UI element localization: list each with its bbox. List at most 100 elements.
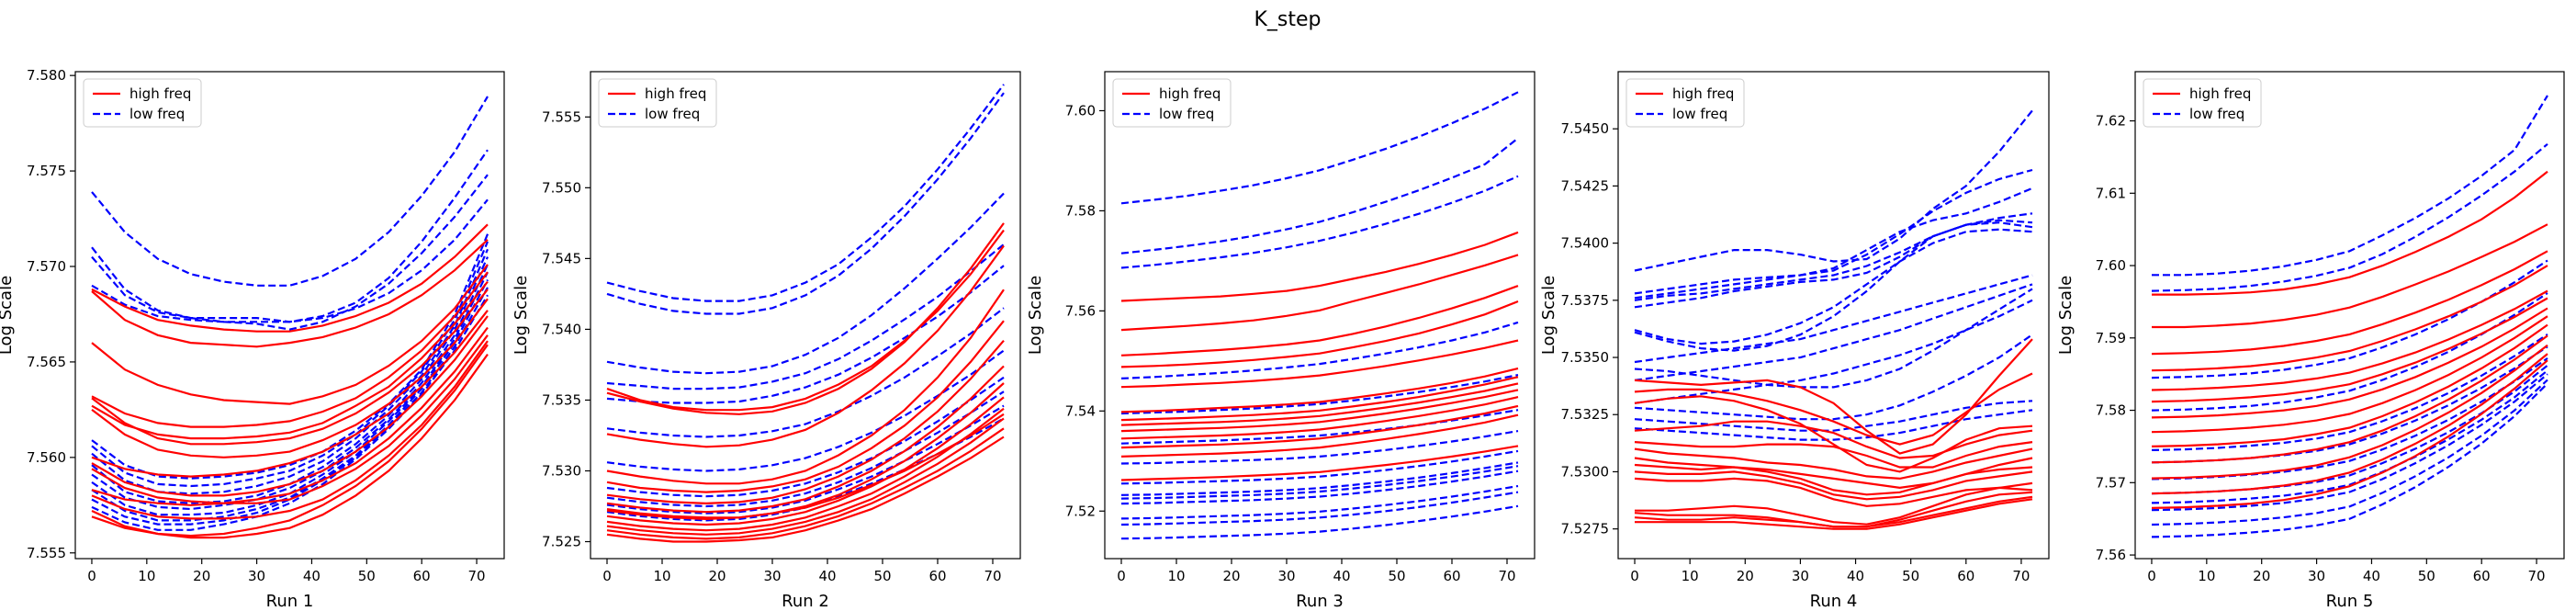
high-freq-line-13 (1120, 445, 1519, 481)
high-freq-line-1 (2152, 170, 2548, 296)
high-freq-line-9 (91, 315, 489, 497)
x-tick-label: 10 (653, 568, 670, 584)
high-freq-line-10 (1120, 396, 1519, 440)
low-freq-line-9 (91, 264, 489, 511)
x-tick-label: 70 (2528, 568, 2546, 584)
high-freq-line-3 (91, 264, 489, 405)
high-freq-line-4 (606, 289, 1005, 485)
high-freq-line-4 (1120, 300, 1519, 368)
x-tick-label: 60 (413, 568, 431, 584)
high-freq-line-9 (606, 396, 1005, 526)
x-tick-label: 20 (708, 568, 726, 584)
high-freq-line-2 (1634, 372, 2033, 446)
low-freq-line-6 (2151, 345, 2548, 464)
low-freq-line-8 (1120, 449, 1519, 485)
high-freq-line-5 (606, 320, 1005, 493)
x-tick-label: 40 (1847, 568, 1864, 584)
x-tick-label: 30 (248, 568, 265, 584)
axes-frame (74, 71, 505, 560)
high-freq-line-2 (1120, 254, 1519, 332)
x-tick-label: 50 (873, 568, 891, 584)
low-freq-line-8 (606, 376, 1005, 498)
series-lines (91, 96, 489, 539)
high-freq-line-2 (606, 229, 1005, 412)
high-freq-line-1 (91, 223, 489, 333)
y-tick-label: 7.54 (1065, 402, 1096, 419)
low-freq-line-4 (1120, 321, 1519, 379)
high-freq-line-8 (2151, 315, 2548, 434)
y-axis-label: Log Scale (1539, 276, 1558, 355)
y-tick-label: 7.535 (542, 391, 581, 408)
low-freq-line-5 (2151, 333, 2548, 451)
y-axis-label: Log Scale (512, 276, 531, 355)
x-tick-label: 70 (2012, 568, 2030, 584)
low-freq-line-13 (1634, 400, 2033, 432)
x-axis-label: Run 3 (1296, 592, 1344, 611)
x-tick-label: 70 (984, 568, 1001, 584)
low-freq-line-9 (1634, 283, 2033, 381)
x-tick-label: 40 (2363, 568, 2380, 584)
x-tick-label: 20 (1222, 568, 1240, 584)
axes-frame (590, 71, 1021, 560)
y-tick-label: 7.5375 (1561, 292, 1610, 309)
low-freq-line-13 (91, 294, 489, 531)
y-tick-label: 7.58 (2096, 402, 2126, 419)
x-tick-label: 30 (1277, 568, 1295, 584)
x-tick-label: 50 (358, 568, 376, 584)
x-tick-label: 0 (87, 568, 96, 584)
y-axis-label: Log Scale (0, 276, 16, 355)
high-freq-line-11 (606, 417, 1005, 536)
y-tick-label: 7.61 (2096, 185, 2126, 201)
low-freq-line-14 (1634, 409, 2033, 441)
y-tick-label: 7.570 (27, 258, 66, 275)
y-tick-label: 7.56 (1065, 302, 1096, 319)
y-tick-label: 7.540 (542, 321, 581, 337)
y-tick-label: 7.555 (542, 108, 581, 125)
high-freq-line-3 (1634, 395, 2033, 473)
high-freq-line-12 (1120, 413, 1519, 458)
low-freq-line-10 (606, 404, 1005, 515)
x-tick-label: 20 (193, 568, 210, 584)
x-tick-label: 0 (1630, 568, 1639, 584)
high-freq-line-11 (1635, 481, 2033, 526)
high-freq-line-10 (606, 407, 1005, 532)
x-tick-label: 0 (1117, 568, 1126, 584)
high-freq-line-8 (606, 382, 1005, 521)
high-freq-line-10 (91, 326, 489, 506)
low-freq-line-9 (2151, 369, 2548, 504)
x-tick-label: 40 (303, 568, 321, 584)
axes-frame (2134, 71, 2565, 560)
low-freq-line-1 (91, 96, 489, 287)
legend-box (1112, 78, 1232, 128)
high-freq-line-5 (1120, 339, 1519, 389)
legend-low-label: low freq (1159, 106, 1214, 122)
low-freq-line-1 (1120, 91, 1519, 205)
series-lines (2151, 95, 2548, 538)
low-freq-line-4 (1634, 212, 2033, 301)
low-freq-line-5 (606, 265, 1005, 404)
legend-box (598, 78, 717, 128)
low-freq-line-9 (1120, 461, 1519, 496)
y-tick-label: 7.58 (1065, 202, 1096, 219)
high-freq-line-3 (606, 244, 1005, 448)
high-freq-line-8 (91, 310, 489, 478)
high-freq-line-7 (1120, 376, 1519, 422)
legend-low-label: low freq (2189, 106, 2244, 122)
low-freq-line-11 (91, 278, 489, 522)
y-tick-label: 7.5400 (1561, 235, 1610, 252)
y-tick-label: 7.59 (2096, 330, 2126, 346)
y-tick-label: 7.525 (542, 534, 581, 550)
low-freq-line-2 (1634, 168, 2033, 295)
low-freq-line-2 (91, 149, 489, 323)
x-axis-label: Run 2 (782, 592, 829, 611)
low-freq-line-3 (91, 174, 489, 331)
low-freq-line-10 (1634, 299, 2033, 404)
legend-low-label: low freq (645, 106, 700, 122)
subplot-run-1: 0 10 20 30 40 50 60 70 7.555 7.560 7.565 7.570 7.575… (0, 67, 505, 611)
high-freq-line-6 (2151, 297, 2548, 403)
legend-high-label: high freq (645, 85, 706, 102)
high-freq-line-2 (91, 239, 489, 348)
low-freq-line-1 (1634, 109, 2033, 272)
x-tick-label: 30 (2308, 568, 2325, 584)
